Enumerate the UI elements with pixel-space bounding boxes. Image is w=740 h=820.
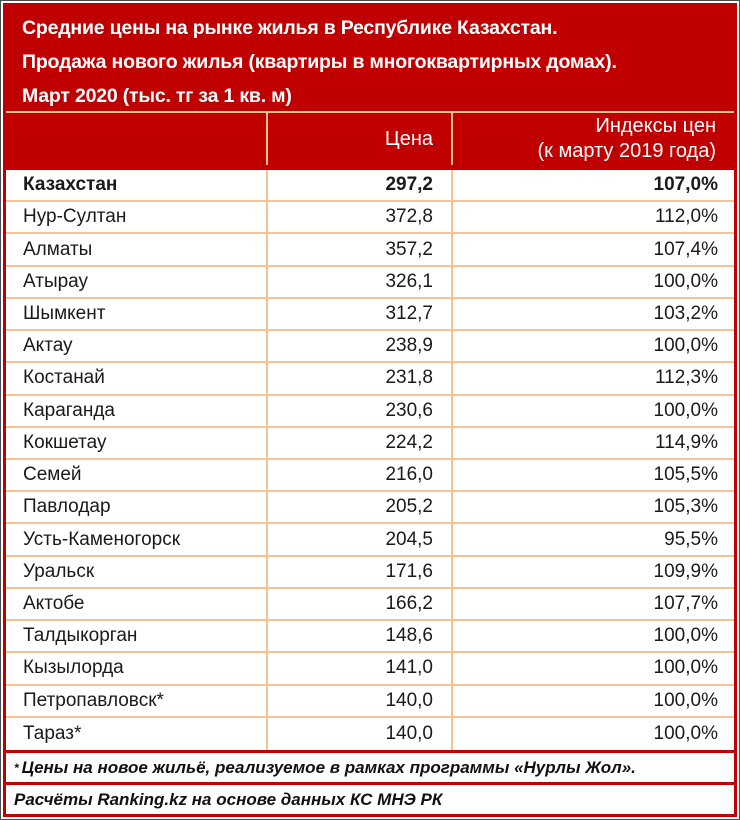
table-row: Казахстан 297,2 107,0%: [6, 170, 734, 203]
table-row: Усть-Каменогорск 204,5 95,5%: [6, 524, 734, 557]
price-cell: 171,6: [266, 556, 451, 587]
index-cell: 100,0%: [451, 717, 734, 750]
region-cell: Семей: [23, 464, 82, 486]
index-cell: 103,2%: [451, 298, 734, 330]
price-cell: 148,6: [266, 621, 451, 652]
table-row: Актобе 166,2 107,7%: [6, 588, 734, 622]
price-cell: 216,0: [266, 459, 451, 491]
price-cell: 205,2: [266, 492, 451, 523]
region-cell: Павлодар: [23, 496, 111, 518]
index-cell: 105,5%: [451, 459, 734, 491]
price-cell: 230,6: [266, 395, 451, 426]
footnote-program: * Цены на новое жильё, реализуемое в рам…: [6, 750, 734, 782]
table-row: Нур-Султан 372,8 112,0%: [6, 202, 734, 235]
table-row: Талдыкорган 148,6 100,0%: [6, 621, 734, 654]
index-cell: 112,3%: [451, 363, 734, 394]
housing-price-table: Средние цены на рынке жилья в Республике…: [3, 3, 737, 817]
price-cell: 166,2: [266, 588, 451, 620]
table-row: Шымкент 312,7 103,2%: [6, 298, 734, 332]
region-cell: Усть-Каменогорск: [23, 528, 181, 550]
region-cell: Актау: [23, 335, 73, 357]
price-cell: 141,0: [266, 653, 451, 684]
price-cell: 140,0: [266, 717, 451, 750]
table-row: Кокшетау 224,2 114,9%: [6, 427, 734, 460]
price-cell: 224,2: [266, 427, 451, 458]
price-cell: 204,5: [266, 524, 451, 555]
index-cell: 107,7%: [451, 588, 734, 620]
footnote-source: Расчёты Ranking.kz на основе данных КС М…: [6, 782, 734, 814]
table-row: Караганда 230,6 100,0%: [6, 395, 734, 428]
column-header-price: Цена: [266, 113, 451, 165]
column-header-index: Индексы цен (к марту 2019 года): [451, 113, 734, 165]
region-cell: Актобе: [23, 592, 85, 614]
index-cell: 100,0%: [451, 685, 734, 716]
table-row: Костанай 231,8 112,3%: [6, 363, 734, 396]
index-cell: 95,5%: [451, 524, 734, 555]
index-cell: 100,0%: [451, 266, 734, 297]
region-cell: Талдыкорган: [23, 625, 138, 647]
region-cell: Казахстан: [23, 174, 118, 196]
price-cell: 357,2: [266, 234, 451, 265]
table-row: Уральск 171,6 109,9%: [6, 556, 734, 589]
price-cell: 238,9: [266, 331, 451, 362]
price-cell: 140,0: [266, 685, 451, 716]
table-row: Петропавловск* 140,0 100,0%: [6, 685, 734, 718]
column-header-row: Цена Индексы цен (к марту 2019 года): [6, 113, 734, 165]
index-cell: 112,0%: [451, 202, 734, 233]
title-line-3: Март 2020 (тыс. тг за 1 кв. м): [22, 85, 292, 107]
column-header-index-line2: (к марту 2019 года): [537, 140, 716, 162]
table-row: Семей 216,0 105,5%: [6, 459, 734, 493]
footnote-program-text: Цены на новое жильё, реализуемое в рамка…: [21, 757, 636, 777]
region-cell: Шымкент: [23, 302, 106, 324]
region-cell: Петропавловск*: [23, 689, 164, 711]
price-cell: 231,8: [266, 363, 451, 394]
index-cell: 100,0%: [451, 395, 734, 426]
region-cell: Уральск: [23, 560, 95, 582]
table-row: Атырау 326,1 100,0%: [6, 266, 734, 299]
table-row: Кызылорда 141,0 100,0%: [6, 653, 734, 686]
index-cell: 107,4%: [451, 234, 734, 265]
column-header-region: [6, 113, 266, 165]
table-title: Средние цены на рынке жилья в Республике…: [6, 6, 734, 113]
index-cell: 105,3%: [451, 492, 734, 523]
region-cell: Алматы: [23, 238, 93, 260]
table-row: Алматы 357,2 107,4%: [6, 234, 734, 267]
footnote-source-text: Расчёты Ranking.kz на основе данных КС М…: [14, 789, 443, 809]
region-cell: Нур-Султан: [23, 206, 127, 228]
index-cell: 107,0%: [451, 170, 734, 201]
region-cell: Костанай: [23, 367, 105, 389]
table-row: Актау 238,9 100,0%: [6, 331, 734, 364]
title-line-1: Средние цены на рынке жилья в Республике…: [22, 17, 558, 39]
region-cell: Кызылорда: [23, 657, 124, 679]
index-cell: 100,0%: [451, 653, 734, 684]
price-cell: 297,2: [266, 170, 451, 201]
price-cell: 372,8: [266, 202, 451, 233]
price-cell: 312,7: [266, 298, 451, 330]
table-body: Казахстан 297,2 107,0% Нур-Султан 372,8 …: [6, 165, 734, 750]
index-cell: 100,0%: [451, 621, 734, 652]
region-cell: Караганда: [23, 399, 115, 421]
table-row: Тараз* 140,0 100,0%: [6, 717, 734, 750]
index-cell: 114,9%: [451, 427, 734, 458]
column-header-index-line1: Индексы цен: [595, 115, 716, 137]
index-cell: 109,9%: [451, 556, 734, 587]
table-row: Павлодар 205,2 105,3%: [6, 492, 734, 525]
index-cell: 100,0%: [451, 331, 734, 362]
region-cell: Тараз*: [23, 722, 82, 744]
region-cell: Кокшетау: [23, 431, 107, 453]
title-line-2: Продажа нового жилья (квартиры в многокв…: [22, 51, 617, 73]
price-cell: 326,1: [266, 266, 451, 297]
region-cell: Атырау: [23, 270, 89, 292]
